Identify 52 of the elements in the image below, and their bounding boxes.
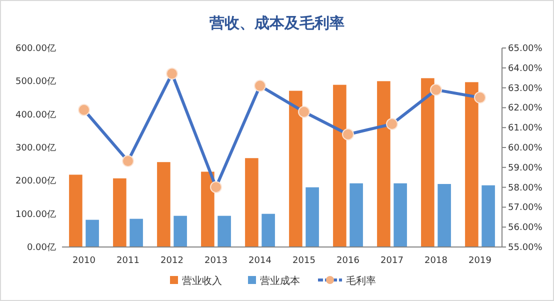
y-tick-label: 200.00亿: [16, 176, 56, 187]
bar: [350, 183, 363, 247]
y2-tick-label: 63.00%: [508, 84, 543, 94]
y2-tick-label: 59.00%: [508, 163, 543, 174]
x-tick-label: 2014: [248, 256, 272, 266]
y-tick-label: 300.00亿: [16, 142, 56, 154]
bar: [218, 216, 231, 247]
y2-tick-label: 57.00%: [508, 203, 543, 214]
x-tick-label: 2017: [380, 256, 404, 266]
legend-label: 毛利率: [346, 275, 376, 287]
y2-tick-label: 64.00%: [508, 64, 543, 74]
bar: [130, 218, 143, 247]
bar: [438, 184, 451, 247]
bar: [465, 82, 478, 247]
bar: [245, 158, 258, 247]
bar: [333, 84, 346, 247]
y2-tick-label: 62.00%: [508, 104, 543, 114]
bar: [394, 183, 407, 247]
y2-tick-label: 61.00%: [508, 124, 543, 134]
bar: [69, 174, 82, 247]
bar: [157, 162, 170, 247]
y-tick-label: 600.00亿: [16, 43, 56, 54]
y2-tick-label: 60.00%: [508, 144, 543, 154]
x-tick-label: 2019: [468, 256, 492, 266]
bar: [306, 187, 319, 247]
bar: [289, 90, 302, 247]
x-tick-label: 2010: [72, 256, 96, 266]
legend-label: 营业收入: [182, 275, 222, 287]
x-tick-label: 2015: [292, 256, 316, 266]
bar: [113, 178, 126, 247]
bar: [86, 220, 99, 247]
y-tick-label: 0.00亿: [26, 242, 56, 253]
chart-title: 营收、成本及毛利率: [208, 14, 344, 32]
x-tick-label: 2011: [116, 256, 140, 266]
x-tick-label: 2016: [336, 256, 360, 266]
y-tick-label: 400.00亿: [16, 109, 56, 120]
x-tick-label: 2012: [160, 256, 184, 266]
y2-tick-label: 55.00%: [508, 243, 543, 253]
x-tick-label: 2018: [424, 256, 448, 266]
bar: [482, 185, 495, 247]
y-tick-label: 100.00亿: [16, 208, 56, 220]
y2-tick-label: 56.00%: [508, 223, 543, 234]
y2-tick-label: 65.00%: [508, 44, 543, 54]
y-tick-label: 500.00亿: [16, 76, 56, 88]
bar: [421, 78, 434, 247]
bar: [377, 81, 390, 247]
bar: [262, 214, 275, 247]
bar: [174, 216, 187, 247]
legend-label: 营业成本: [260, 275, 300, 287]
x-tick-label: 2013: [204, 256, 228, 266]
bar: [201, 172, 214, 247]
y2-tick-label: 58.00%: [508, 183, 543, 194]
